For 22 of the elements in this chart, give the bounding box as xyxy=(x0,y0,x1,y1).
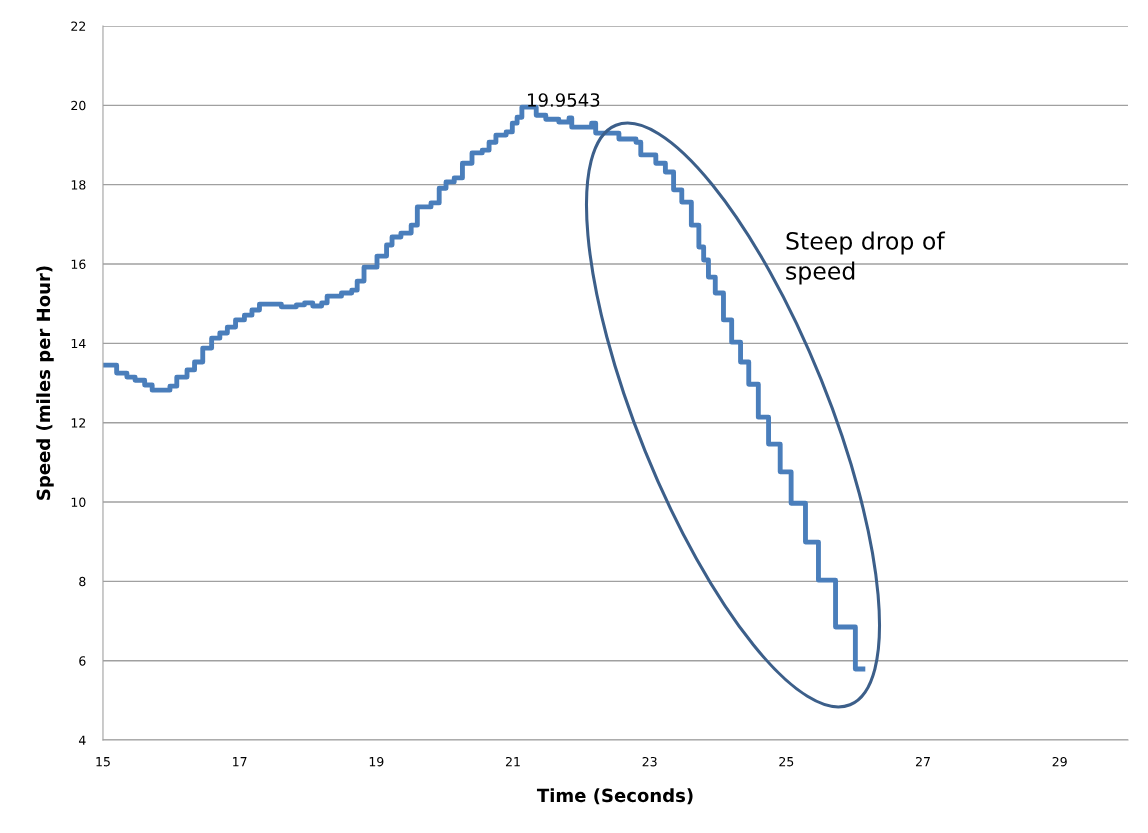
x-tick-label: 23 xyxy=(642,756,657,767)
y-tick-label: 10 xyxy=(71,497,86,507)
x-tick-label: 27 xyxy=(915,756,930,767)
x-tick-label: 29 xyxy=(1052,756,1067,767)
x-tick-label: 25 xyxy=(779,756,794,767)
y-tick-label: 18 xyxy=(71,180,86,190)
y-tick-label: 16 xyxy=(71,259,86,269)
x-tick-label: 17 xyxy=(233,757,247,767)
x-tick-label: 19 xyxy=(369,756,384,767)
annotation: 19.9543 xyxy=(528,93,600,107)
y-tick-label: 14 xyxy=(71,338,86,349)
y-tick-label: 6 xyxy=(79,656,86,666)
y-axis-title: Speed (miles per Hour) xyxy=(36,266,54,500)
y-tick-label: 22 xyxy=(71,21,86,31)
y-tick-label: 8 xyxy=(79,576,86,587)
x-tick-label: 15 xyxy=(96,757,110,767)
y-tick-label: 4 xyxy=(78,735,86,745)
y-tick-label: 20 xyxy=(71,100,86,111)
annotation: Steep drop of speed xyxy=(786,231,946,285)
y-tick-label: 12 xyxy=(71,418,86,428)
x-tick-label: 21 xyxy=(505,756,520,767)
x-axis-title: Time (Seconds) xyxy=(536,788,693,805)
